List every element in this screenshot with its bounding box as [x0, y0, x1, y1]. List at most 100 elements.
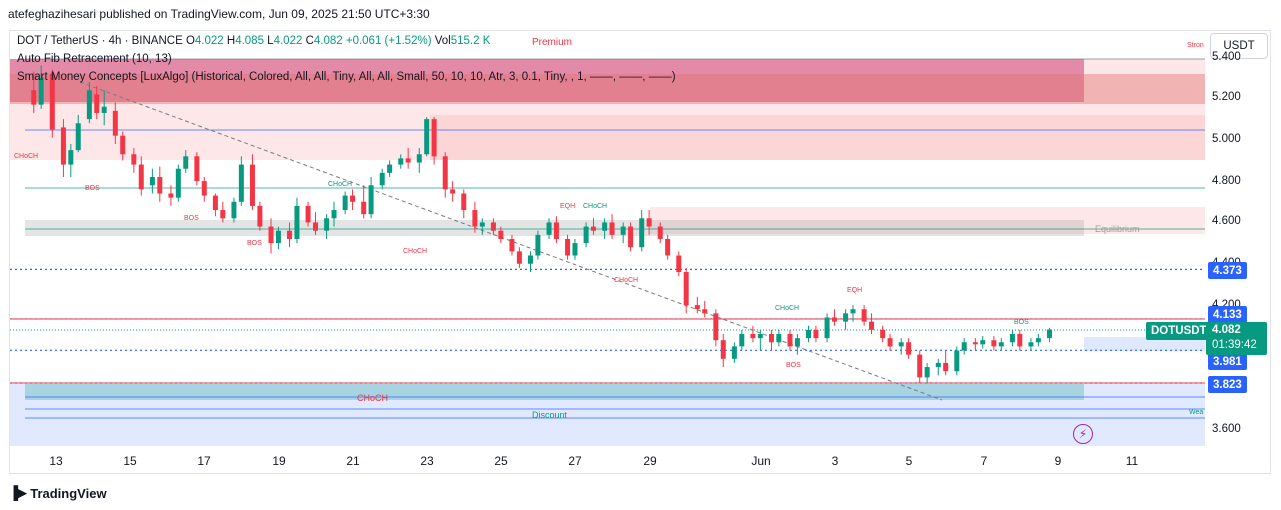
alert-bolt-icon[interactable]: ⚡ [1073, 424, 1093, 444]
candle-body [609, 222, 615, 235]
current-price-tag: 4.082 01:39:42 [1206, 322, 1267, 355]
tradingview-logo-icon: ▐▶ [9, 485, 27, 500]
structure-label: CHoCH [14, 153, 38, 160]
symbol-title[interactable]: DOT / TetherUS · 4h · BINANCE [17, 35, 183, 47]
candle-body [602, 222, 608, 231]
trend-line [79, 81, 943, 401]
low-label: L [267, 35, 274, 47]
current-price: 4.082 [1212, 324, 1241, 336]
candle-body [824, 317, 830, 339]
candle-body [843, 313, 849, 322]
candle-body [768, 334, 774, 343]
candle-body [620, 226, 626, 235]
candle-body [379, 172, 385, 186]
structure-label: CHoCH [403, 248, 427, 255]
candle-body [424, 119, 430, 155]
candle-body [906, 342, 912, 355]
candle-body [720, 340, 726, 359]
structure-label: CHoCH [614, 277, 638, 284]
candle-body [479, 222, 485, 227]
time-axis-tick: 21 [346, 454, 360, 468]
candle-body [86, 90, 92, 120]
structure-label: CHoCH [328, 181, 352, 188]
candle-body [68, 150, 74, 165]
candle-body [831, 317, 837, 322]
high-value: 4.085 [235, 35, 264, 47]
open-value: 4.022 [194, 35, 224, 47]
currency-button[interactable]: USDT [1210, 33, 1268, 59]
symbol-price-tag: DOTUSDT [1146, 322, 1212, 340]
candle-body [998, 342, 1004, 347]
candle-body [676, 255, 682, 273]
candle-body [398, 158, 404, 165]
candle-body [898, 342, 904, 347]
structure-label: EQH [560, 203, 575, 210]
candle-body [450, 189, 456, 194]
candle-body [331, 210, 337, 219]
candle-body [416, 154, 422, 163]
candle-body [861, 309, 867, 322]
candle-body [472, 210, 478, 227]
price-level-tag: 4.373 [1208, 262, 1247, 279]
candle-body [201, 181, 207, 196]
tradingview-footer[interactable]: ▐▶ TradingView [9, 485, 107, 501]
equilibrium-label: Equilibrium [1095, 224, 1140, 234]
candle-body [312, 222, 318, 231]
structure-label: CHoCH [775, 305, 799, 312]
price-axis-tick: 4.600 [1212, 215, 1241, 227]
candle-body [342, 195, 348, 211]
demand-block-small [1084, 337, 1205, 351]
candle-body [527, 255, 533, 264]
candle-body [442, 156, 448, 190]
structure-label: EQH [847, 287, 862, 294]
choch-label-large: CHoCH [357, 393, 388, 403]
candle-body [361, 201, 367, 215]
candle-body [794, 338, 800, 347]
time-axis-tick: 3 [831, 454, 839, 468]
indicator-smc[interactable]: Smart Money Concepts [LuxAlgo] (Historic… [17, 71, 676, 83]
structure-label: BOS [786, 362, 801, 369]
candle-body [972, 342, 978, 345]
candle-body [38, 77, 44, 105]
candle-body [350, 195, 356, 202]
candle-body [665, 238, 671, 256]
candle-body [431, 119, 437, 157]
candle-body [490, 222, 496, 231]
candle-body [131, 154, 137, 165]
candle-body [257, 205, 263, 227]
candle-body [1046, 329, 1052, 339]
candle-body [739, 334, 745, 347]
candle-body [516, 251, 522, 264]
discount-label: Discount [532, 410, 568, 420]
candle-body [713, 313, 719, 341]
candle-body [935, 362, 941, 368]
strong-high-label: Stron [1187, 42, 1204, 49]
candle-body [546, 222, 552, 235]
candle-body [1028, 342, 1034, 347]
candle-body [787, 334, 793, 347]
high-label: H [226, 35, 236, 47]
publish-caption: atefeghazihesari published on TradingVie… [8, 7, 430, 21]
chart-frame [9, 30, 1271, 474]
indicator-fib[interactable]: Auto Fib Retracement (10, 13) [17, 53, 172, 65]
volume-label: Vol [434, 35, 451, 47]
candle-body [175, 168, 181, 198]
candle-body [628, 226, 634, 248]
time-axis-tick: 13 [49, 454, 63, 468]
candle-body [112, 110, 118, 136]
premium-zone [10, 59, 1205, 160]
candle-body [869, 321, 875, 330]
candle-body [1009, 334, 1015, 343]
candle-body [806, 329, 812, 339]
time-axis-tick: 11 [1125, 454, 1139, 468]
candle-body [60, 127, 66, 165]
candle-body [731, 346, 737, 359]
time-axis-tick: 27 [568, 454, 582, 468]
structure-label: BOS [184, 215, 199, 222]
symbol-legend: DOT / TetherUS · 4h · BINANCE O4.022 H4.… [17, 35, 490, 47]
candle-body [943, 362, 949, 372]
candle-body [194, 156, 200, 182]
supply-block-strong [10, 59, 1084, 102]
candle-body [565, 238, 571, 256]
